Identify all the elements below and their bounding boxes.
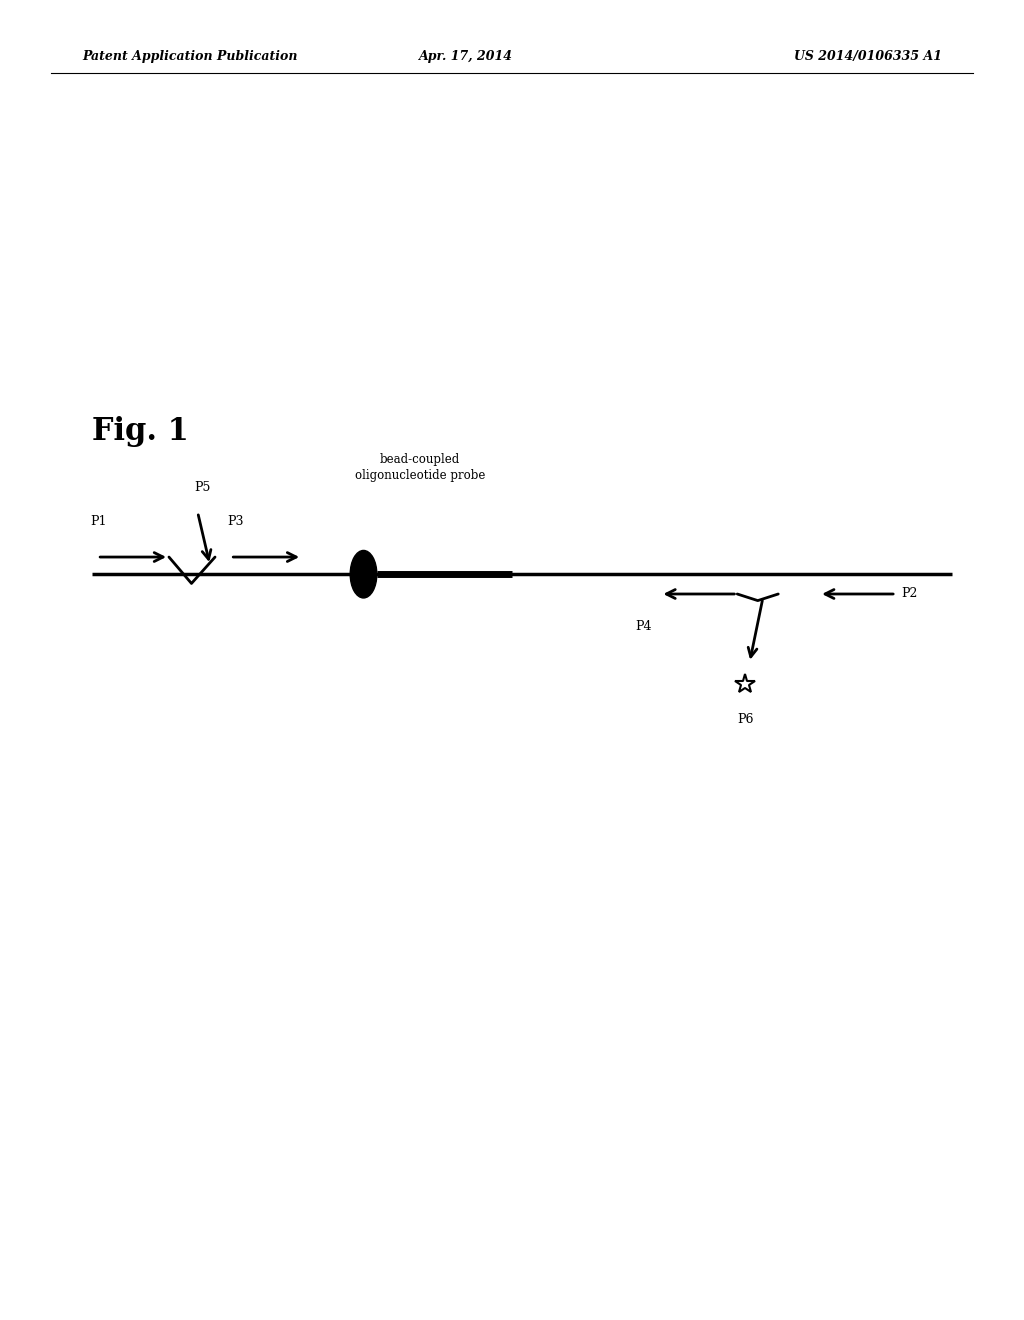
Text: P3: P3 [227, 515, 244, 528]
Text: Fig. 1: Fig. 1 [92, 416, 188, 446]
Text: P6: P6 [737, 713, 754, 726]
Text: P1: P1 [90, 515, 106, 528]
Text: bead-coupled
oligonucleotide probe: bead-coupled oligonucleotide probe [354, 453, 485, 482]
Text: Patent Application Publication: Patent Application Publication [82, 50, 297, 63]
Text: P4: P4 [635, 620, 651, 634]
Text: US 2014/0106335 A1: US 2014/0106335 A1 [794, 50, 942, 63]
Text: P2: P2 [901, 587, 918, 601]
Ellipse shape [350, 550, 377, 598]
Text: P5: P5 [195, 480, 211, 494]
Text: Apr. 17, 2014: Apr. 17, 2014 [419, 50, 513, 63]
